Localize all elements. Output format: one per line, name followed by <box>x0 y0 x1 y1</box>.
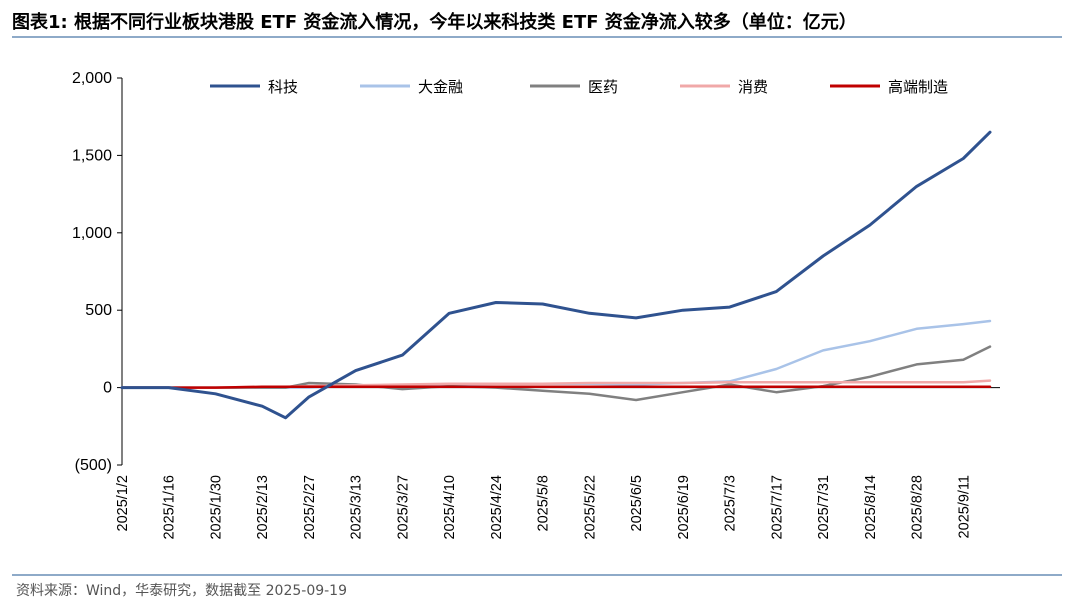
chart-title: 图表1: 根据不同行业板块港股 ETF 资金流入情况，今年以来科技类 ETF 资… <box>12 12 857 33</box>
source-note: 资料来源：Wind，华泰研究，数据截至 2025-09-19 <box>16 583 347 599</box>
series-line-5 <box>120 385 992 389</box>
chart-legend: 科技 大金融 医药 消费 高端制造 <box>210 78 948 96</box>
title-divider <box>12 36 1062 38</box>
x-tick-label: 2025/4/24 <box>489 475 505 540</box>
x-tick-label: 2025/6/5 <box>629 475 645 531</box>
y-tick-label: 1,500 <box>72 147 112 164</box>
line-chart: (500) 0 500 1,000 1,500 2,000 2025/1/2 2025/1/1… <box>72 70 1000 540</box>
x-tick-label: 2025/8/28 <box>910 475 926 540</box>
legend-label-4: 消费 <box>738 78 768 96</box>
series-line-1 <box>120 130 992 420</box>
x-tick-label: 2025/7/17 <box>769 475 785 540</box>
x-tick-label: 2025/1/2 <box>115 475 131 531</box>
y-tick-label: 500 <box>85 302 112 319</box>
legend-label-2: 大金融 <box>418 78 463 96</box>
x-tick-label: 2025/1/30 <box>208 475 224 540</box>
y-tick-label: (500) <box>75 457 112 474</box>
x-tick-label: 2025/7/3 <box>723 475 739 531</box>
chart-axes: (500) 0 500 1,000 1,500 2,000 2025/1/2 2025/1/1… <box>72 70 1000 540</box>
x-tick-label: 2025/6/19 <box>676 475 692 540</box>
y-tick-label: 1,000 <box>72 225 112 242</box>
x-tick-label: 2025/1/16 <box>162 475 178 540</box>
x-tick-label: 2025/2/27 <box>302 475 318 540</box>
y-tick-label: 2,000 <box>72 70 112 87</box>
chart-series <box>120 130 992 420</box>
x-tick-label: 2025/2/13 <box>255 475 271 540</box>
x-tick-label: 2025/3/13 <box>349 475 365 540</box>
series-line-3 <box>120 345 992 402</box>
x-tick-label: 2025/3/27 <box>395 475 411 540</box>
x-tick-label: 2025/5/22 <box>582 475 598 540</box>
legend-label-3: 医药 <box>588 78 618 96</box>
x-tick-label: 2025/5/8 <box>536 475 552 531</box>
legend-label-5: 高端制造 <box>888 78 948 96</box>
x-tick-label: 2025/4/10 <box>442 475 458 540</box>
y-tick-label: 0 <box>103 380 112 397</box>
legend-label-1: 科技 <box>268 78 298 96</box>
x-tick-label: 2025/7/31 <box>816 475 832 540</box>
x-tick-label: 2025/9/11 <box>956 475 972 538</box>
x-tick-label: 2025/8/14 <box>863 475 879 540</box>
footer-divider <box>12 574 1062 576</box>
